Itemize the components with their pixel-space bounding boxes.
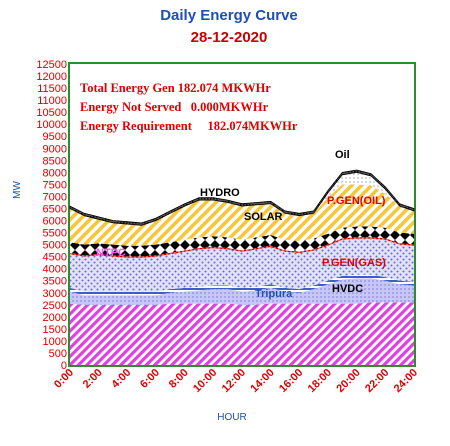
y-tick-label: 4500 bbox=[43, 252, 67, 264]
y-tick-label: 2500 bbox=[43, 300, 67, 312]
y-tick-label: 12500 bbox=[36, 59, 67, 71]
chart-title: Daily Energy Curve bbox=[160, 7, 298, 24]
annotation-total-energy: Total Energy Gen 182.074 MKWHr bbox=[80, 81, 271, 95]
x-tick-label: 12:00 bbox=[220, 367, 248, 395]
y-axis-label: MW bbox=[12, 181, 23, 199]
area-gas bbox=[70, 238, 414, 292]
y-tick-label: 5000 bbox=[43, 240, 67, 252]
area-tripura bbox=[70, 274, 414, 296]
y-tick-label: 2000 bbox=[43, 312, 67, 324]
y-tick-label: 11000 bbox=[37, 95, 67, 107]
y-tick-label: 10000 bbox=[36, 119, 67, 131]
area-hvdc bbox=[70, 278, 414, 305]
x-tick-label: 4:00 bbox=[109, 367, 133, 391]
y-tick-label: 500 bbox=[49, 348, 67, 360]
x-tick-label: 8:00 bbox=[167, 367, 191, 391]
area-hydro bbox=[69, 169, 415, 226]
area-check bbox=[70, 226, 414, 257]
y-tick-label: 4000 bbox=[43, 264, 67, 276]
label-oil: Oil bbox=[335, 149, 350, 161]
label-hydro: HYDRO bbox=[200, 187, 240, 199]
label-oil-gen: P.GEN(OIL) bbox=[327, 195, 386, 207]
x-tick-label: 20:00 bbox=[334, 367, 362, 395]
label-solar: SOLAR bbox=[244, 211, 283, 223]
x-axis-label: HOUR bbox=[217, 412, 246, 423]
y-tick-label: 0 bbox=[61, 360, 67, 372]
y-tick-label: 11500 bbox=[37, 83, 67, 95]
y-tick-label: 9000 bbox=[43, 143, 67, 155]
x-tick-label: 0:00 bbox=[52, 367, 76, 391]
y-tick-label: 6500 bbox=[43, 203, 67, 215]
x-tick-label: 10:00 bbox=[191, 367, 219, 395]
y-tick-label: 8000 bbox=[43, 167, 67, 179]
y-tick-label: 1000 bbox=[43, 336, 67, 348]
y-tick-label: 6000 bbox=[43, 216, 67, 228]
y-tick-label: 3500 bbox=[43, 276, 67, 288]
x-tick-label: 6:00 bbox=[138, 367, 162, 391]
area-series-group bbox=[69, 169, 415, 365]
annotation-energy-requirement: Energy Requirement 182.074MKWHr bbox=[80, 119, 298, 133]
label-ntpc: NTPC bbox=[96, 247, 126, 259]
x-tick-label: 18:00 bbox=[306, 367, 334, 395]
area-base bbox=[70, 302, 414, 365]
x-tick-label: 2:00 bbox=[81, 367, 105, 391]
y-tick-label: 9500 bbox=[43, 131, 67, 143]
x-tick-labels: 0:00 2:00 4:00 6:00 8:00 10:00 12:00 14:00 16:00… bbox=[52, 367, 420, 395]
label-tripura: Tripura bbox=[255, 288, 293, 300]
label-hvdc: HVDC bbox=[332, 283, 363, 295]
area-solar bbox=[70, 184, 414, 246]
y-tick-label: 5500 bbox=[43, 228, 67, 240]
annotation-energy-not-served: Energy Not Served 0.000MKWHr bbox=[80, 100, 269, 114]
y-tick-label: 10500 bbox=[36, 107, 67, 119]
y-tick-label: 7000 bbox=[43, 191, 67, 203]
x-tick-label: 14:00 bbox=[248, 367, 276, 395]
y-tick-label: 3000 bbox=[43, 288, 67, 300]
y-tick-labels: 0500100015002000250030003500400045005000… bbox=[36, 59, 67, 372]
y-tick-label: 12000 bbox=[36, 71, 67, 83]
y-tick-label: 1500 bbox=[43, 324, 67, 336]
label-gas-gen: P.GEN(GAS) bbox=[322, 257, 386, 269]
chart-subtitle: 28-12-2020 bbox=[191, 29, 268, 46]
x-tick-label: 16:00 bbox=[277, 367, 305, 395]
y-tick-label: 7500 bbox=[43, 179, 67, 191]
y-tick-label: 8500 bbox=[43, 155, 67, 167]
x-tick-label: 24:00 bbox=[392, 367, 420, 395]
area-gas-stripe bbox=[70, 237, 414, 258]
x-tick-label: 22:00 bbox=[363, 367, 391, 395]
